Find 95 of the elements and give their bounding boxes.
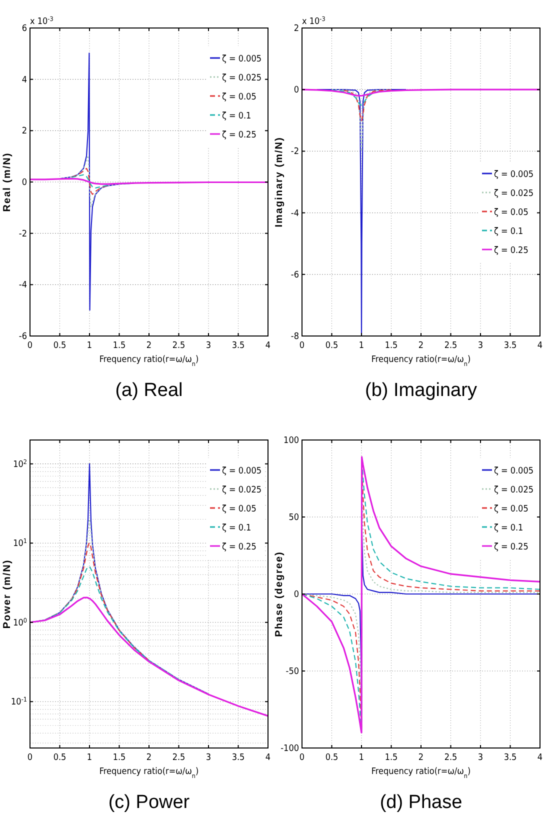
line-series — [71, 168, 108, 195]
legend-label: ζ = 0.005 — [494, 466, 534, 476]
legend-label: ζ = 0.05 — [494, 208, 528, 218]
x-tick-label: 2 — [146, 753, 152, 763]
x-axis-title: Frequency ratio(r=ω/ω$_{n}$) — [99, 355, 199, 368]
y-axis-title: Power (m/N) — [2, 559, 13, 629]
x-tick-label: 1.5 — [112, 341, 126, 351]
x-tick-label: 3.5 — [232, 753, 245, 763]
x-tick-label: 3 — [206, 753, 212, 763]
line-series — [301, 88, 541, 97]
text: x 10$^{-3}$ — [302, 16, 326, 27]
legend-label: ζ = 0.05 — [222, 92, 256, 102]
x-tick-label: 1.5 — [112, 753, 126, 763]
y-tick-label: -8 — [290, 332, 299, 342]
y-tick-label: -100 — [280, 744, 299, 754]
x-tick-label: 2.5 — [444, 753, 458, 763]
y-tick-label: 0 — [22, 178, 27, 188]
text: x 10$^{-3}$ — [30, 16, 54, 27]
x-axis-title: Frequency ratio(r=ω/ω$_{n}$) — [371, 767, 471, 780]
legend-label: ζ = 0.05 — [222, 504, 256, 514]
y-axis-title: Real (m/N) — [2, 152, 13, 212]
y-tick-label: -4 — [290, 208, 299, 219]
x-tick-label: 1 — [358, 753, 364, 763]
text: (d) Phase — [380, 792, 462, 813]
x-tick-label: 0.5 — [325, 341, 338, 351]
legend-label: ζ = 0.25 — [494, 542, 528, 552]
x-tick-label: 1 — [358, 341, 364, 351]
y-tick-label: 2 — [294, 24, 299, 34]
x-tick-label: 0.5 — [53, 753, 66, 763]
x-tick-label: 2.5 — [172, 753, 186, 763]
line-series — [331, 90, 380, 106]
x-axis-title: Frequency ratio(r=ω/ω$_{n}$) — [99, 767, 199, 780]
x-tick-label: 4 — [265, 341, 271, 351]
x-axis-title: Frequency ratio(r=ω/ω$_{n}$) — [371, 355, 471, 368]
text: (c) Power — [108, 792, 190, 813]
y-tick-label: 50 — [288, 513, 299, 523]
x-tick-label: 3 — [478, 341, 484, 351]
x-tick-label: 2 — [418, 753, 424, 763]
legend-label: ζ = 0.005 — [222, 466, 262, 476]
legend-label: ζ = 0.1 — [494, 524, 524, 534]
legend-label: ζ = 0.25 — [222, 130, 256, 140]
x-tick-label: 4 — [537, 753, 543, 763]
x-tick-label: 4 — [265, 753, 271, 763]
x-tick-label: 2 — [418, 341, 424, 351]
y-tick-label: -6 — [18, 332, 27, 342]
y-tick-label: -2 — [290, 147, 299, 158]
x-tick-label: 1.5 — [384, 341, 398, 351]
legend-label: ζ = 0.025 — [494, 486, 534, 496]
legend-label: ζ = 0.05 — [494, 504, 528, 514]
y-axis-title: Imaginary (m/N) — [274, 136, 285, 228]
x-tick-label: 3.5 — [504, 341, 517, 351]
y-tick-label: -4 — [18, 280, 27, 291]
text: (b) Imaginary — [365, 380, 478, 401]
y-tick-label: 10$^{0}$ — [13, 616, 28, 628]
x-tick-label: 3 — [478, 753, 484, 763]
legend-label: ζ = 0.025 — [494, 189, 534, 199]
y-axis-title: Phase (degree) — [274, 551, 285, 637]
x-tick-label: 2.5 — [444, 341, 458, 351]
line-series — [71, 174, 108, 188]
legend-label: ζ = 0.25 — [222, 542, 256, 552]
x-tick-label: 0.5 — [325, 753, 338, 763]
x-tick-label: 0.5 — [53, 341, 66, 351]
legend-label: ζ = 0.1 — [494, 227, 524, 237]
legend-label: ζ = 0.25 — [494, 246, 528, 256]
x-tick-label: 2 — [146, 341, 152, 351]
y-tick-label: -50 — [286, 667, 299, 677]
y-tick-label: 100 — [284, 436, 299, 446]
y-tick-label: 10$^{2}$ — [13, 458, 28, 470]
y-tick-label: 6 — [22, 24, 27, 34]
line-series — [29, 596, 269, 717]
legend-label: ζ = 0.1 — [222, 112, 252, 122]
legend-label: ζ = 0.025 — [222, 74, 262, 84]
x-tick-label: 1 — [86, 753, 92, 763]
x-tick-label: 3.5 — [232, 341, 245, 351]
y-tick-label: 0 — [294, 590, 299, 600]
legend-label: ζ = 0.1 — [222, 524, 252, 534]
x-tick-label: 1 — [86, 341, 92, 351]
y-tick-label: 10$^{1}$ — [13, 538, 28, 550]
y-tick-label: 2 — [22, 126, 27, 137]
x-tick-label: 1.5 — [384, 753, 398, 763]
line-series — [343, 89, 392, 121]
text: (a) Real — [115, 380, 183, 401]
y-tick-label: -2 — [18, 229, 27, 240]
y-tick-label: 4 — [22, 75, 27, 86]
legend-label: ζ = 0.005 — [222, 54, 262, 64]
legend-label: ζ = 0.025 — [222, 486, 262, 496]
line-series — [331, 89, 392, 152]
x-tick-label: 3 — [206, 341, 212, 351]
x-tick-label: 3.5 — [504, 753, 517, 763]
x-tick-label: 2.5 — [172, 341, 186, 351]
x-tick-label: 4 — [537, 341, 543, 351]
y-tick-label: 10$^{-1}$ — [11, 696, 28, 708]
y-tick-label: 0 — [294, 86, 299, 96]
legend-label: ζ = 0.005 — [494, 170, 534, 180]
y-tick-label: -6 — [290, 270, 299, 280]
